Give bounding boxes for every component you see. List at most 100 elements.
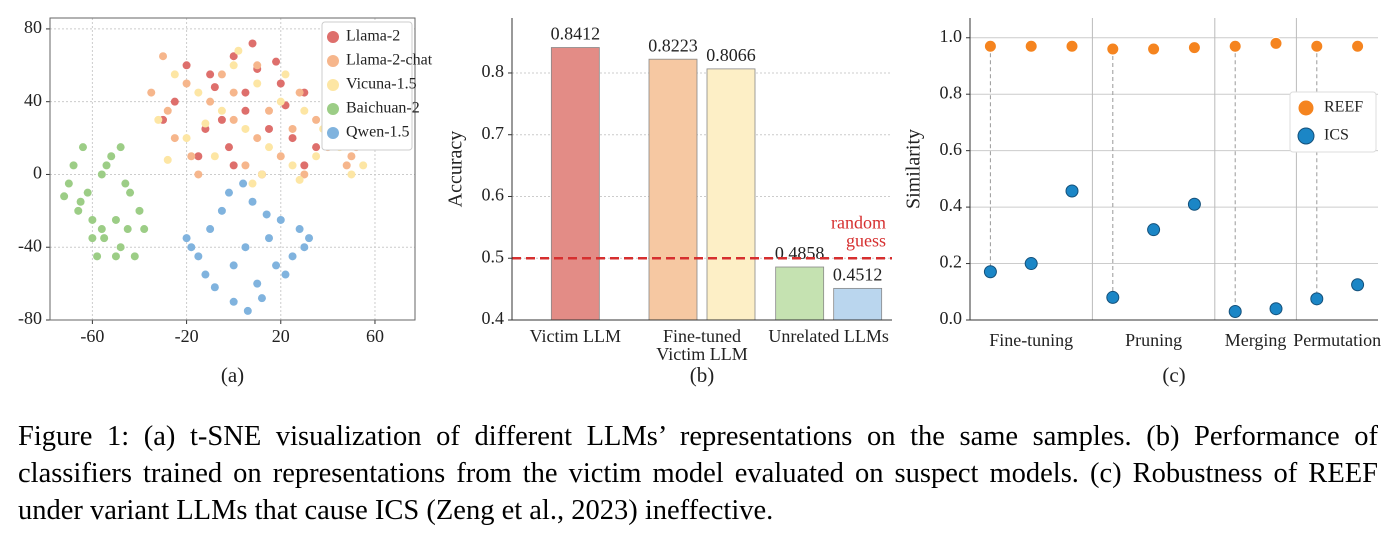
legend-label: Vicuna-1.5 <box>346 76 417 93</box>
x-tick-label: Unrelated LLMs <box>768 326 888 346</box>
point <box>288 161 297 170</box>
point <box>74 206 83 215</box>
point <box>253 61 262 70</box>
point <box>347 170 356 179</box>
legend-marker <box>327 103 339 115</box>
y-tick-label: -80 <box>18 308 42 328</box>
legend-label: Llama-2 <box>346 28 400 45</box>
point <box>288 252 297 261</box>
point <box>239 179 248 188</box>
point <box>1106 42 1120 56</box>
subcaption: (c) <box>1162 363 1185 387</box>
point <box>983 39 997 53</box>
y-tick-label: 0.4 <box>940 195 963 215</box>
point <box>342 161 351 170</box>
point <box>229 161 238 170</box>
point <box>1310 39 1324 53</box>
point <box>234 46 243 55</box>
point <box>295 175 304 184</box>
point <box>272 261 281 270</box>
point <box>97 170 106 179</box>
bar-label: 0.8223 <box>648 35 698 55</box>
point <box>300 243 309 252</box>
point <box>1269 36 1283 50</box>
legend-label: Qwen-1.5 <box>346 124 410 141</box>
point <box>1065 184 1079 198</box>
point <box>265 234 273 243</box>
point <box>265 124 273 133</box>
point <box>262 210 271 219</box>
point <box>276 152 285 161</box>
frame <box>49 17 416 321</box>
point <box>107 152 116 161</box>
point <box>111 252 120 261</box>
y-tick-label: 0 <box>33 163 42 183</box>
y-tick-label: 0.2 <box>940 252 963 272</box>
point <box>295 225 304 234</box>
point <box>229 261 238 270</box>
x-tick-label: Fine-tuned <box>663 326 741 346</box>
point <box>163 155 172 164</box>
legend-marker <box>327 31 339 43</box>
y-tick-label: 40 <box>24 90 42 110</box>
point <box>300 161 309 170</box>
legend-marker <box>327 55 339 67</box>
point <box>182 61 191 70</box>
legend-label: REEF <box>1324 99 1363 116</box>
point <box>187 243 196 252</box>
y-tick-label: 1.0 <box>940 26 963 46</box>
reference-label: guess <box>846 230 886 250</box>
point <box>194 88 203 97</box>
point <box>210 283 219 292</box>
point <box>1269 302 1283 316</box>
point <box>281 270 290 279</box>
point <box>102 161 111 170</box>
legend-marker <box>327 127 339 139</box>
point <box>359 161 368 170</box>
point <box>241 161 250 170</box>
point <box>1147 223 1161 237</box>
point <box>60 192 69 201</box>
point <box>241 243 250 252</box>
point <box>194 152 203 161</box>
legend-marker <box>1297 99 1315 117</box>
point <box>248 197 257 206</box>
bar-label: 0.4858 <box>775 243 825 263</box>
point <box>100 234 109 243</box>
point <box>135 206 144 215</box>
x-tick-label: Fine-tuning <box>989 330 1073 350</box>
point <box>206 225 215 234</box>
figure: -80 -40 0 40 80 (a) -60 -20 20 60 Llama-2 Llama-2-c… <box>18 17 1381 387</box>
point <box>187 152 196 161</box>
point <box>121 179 130 188</box>
bar <box>833 287 883 321</box>
bar <box>706 68 756 321</box>
point <box>163 106 172 115</box>
point <box>1228 305 1242 319</box>
point <box>1024 257 1038 271</box>
point <box>170 97 179 106</box>
point <box>78 143 87 152</box>
x-tick-label: Permutation <box>1293 330 1381 350</box>
point <box>194 170 203 179</box>
point <box>281 70 290 79</box>
y-tick-label: 0.6 <box>482 185 505 205</box>
point <box>288 134 297 143</box>
subcaption: (a) <box>221 363 244 387</box>
point <box>88 215 97 224</box>
point <box>182 134 191 143</box>
point <box>241 124 250 133</box>
point <box>305 234 314 243</box>
point <box>253 79 262 88</box>
point <box>83 188 92 197</box>
point <box>154 115 163 124</box>
y-tick-label: 0.0 <box>940 308 963 328</box>
point <box>182 234 191 243</box>
point <box>276 79 285 88</box>
point <box>229 88 238 97</box>
point <box>1228 39 1242 53</box>
legend-label: Baichuan-2 <box>346 100 420 117</box>
y-axis-label: Similarity <box>903 129 925 209</box>
bar-label: 0.8066 <box>706 45 756 65</box>
